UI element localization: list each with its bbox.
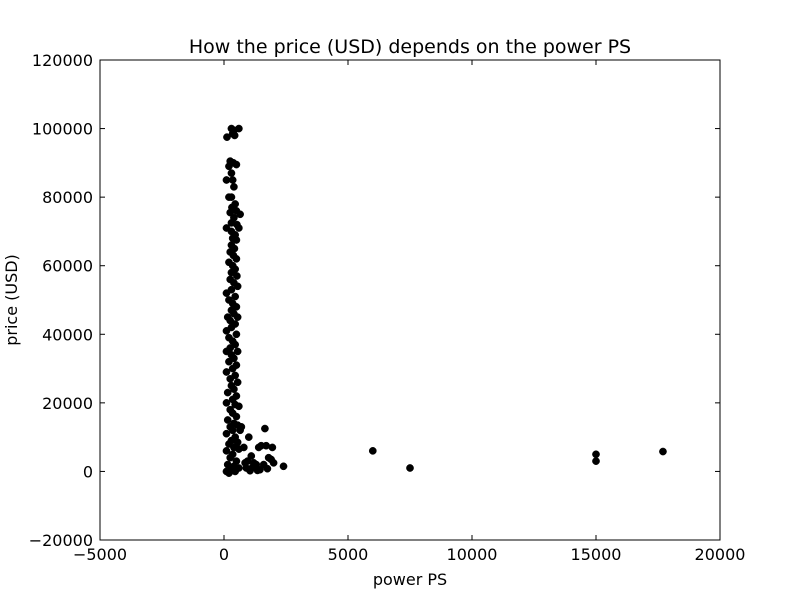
data-point bbox=[368, 447, 377, 455]
y-tick-label: 0 bbox=[83, 462, 93, 481]
data-point bbox=[235, 402, 243, 411]
y-tick-label: 80000 bbox=[42, 188, 93, 207]
x-tick-label: 10000 bbox=[447, 545, 498, 564]
y-tick-label: 40000 bbox=[42, 325, 93, 344]
data-point bbox=[222, 368, 231, 376]
data-point bbox=[406, 464, 414, 472]
data-point bbox=[592, 457, 600, 465]
data-point bbox=[237, 423, 246, 431]
y-tick-label: 100000 bbox=[32, 120, 93, 139]
x-tick-label: 0 bbox=[219, 545, 229, 564]
data-point bbox=[233, 272, 241, 280]
data-point bbox=[239, 443, 248, 452]
data-point bbox=[241, 459, 249, 467]
data-point bbox=[227, 169, 236, 177]
data-point bbox=[228, 176, 237, 184]
data-point bbox=[225, 162, 233, 171]
data-point bbox=[232, 236, 241, 244]
data-point bbox=[268, 443, 277, 452]
data-point bbox=[244, 433, 253, 441]
data-point bbox=[222, 399, 231, 407]
data-point bbox=[225, 193, 233, 201]
data-point bbox=[231, 292, 240, 301]
data-point bbox=[222, 289, 231, 297]
data-point bbox=[230, 131, 239, 140]
data-point bbox=[235, 124, 243, 133]
data-point bbox=[235, 224, 243, 232]
data-point bbox=[228, 364, 237, 373]
data-point bbox=[226, 208, 235, 217]
y-axis-label: price (USD) bbox=[2, 254, 21, 346]
data-point bbox=[230, 183, 238, 191]
data-point bbox=[659, 447, 667, 456]
x-axis-label: power PS bbox=[373, 570, 447, 589]
data-point bbox=[233, 347, 242, 356]
data-point bbox=[261, 424, 269, 433]
y-tick-label: 120000 bbox=[32, 51, 93, 70]
x-tick-label: 20000 bbox=[695, 545, 746, 564]
data-point bbox=[233, 378, 242, 387]
data-point bbox=[232, 412, 241, 421]
data-point bbox=[232, 330, 241, 339]
data-point bbox=[233, 313, 242, 321]
x-tick-label: −5000 bbox=[73, 545, 127, 564]
data-point bbox=[232, 255, 241, 263]
points-layer bbox=[222, 124, 667, 477]
data-point bbox=[279, 462, 288, 471]
data-point bbox=[269, 459, 278, 467]
data-point bbox=[232, 160, 241, 169]
data-point bbox=[247, 452, 256, 460]
data-point bbox=[223, 388, 232, 397]
data-point bbox=[226, 375, 235, 383]
data-point bbox=[592, 450, 600, 459]
data-point bbox=[263, 464, 272, 473]
y-tick-label: 60000 bbox=[42, 257, 93, 276]
data-point bbox=[223, 416, 232, 424]
data-point bbox=[253, 466, 262, 475]
data-point bbox=[235, 464, 243, 472]
x-tick-label: 15000 bbox=[571, 545, 622, 564]
x-tick-label: 5000 bbox=[328, 545, 369, 564]
data-point bbox=[226, 453, 235, 462]
data-point bbox=[223, 133, 231, 141]
data-point bbox=[225, 357, 233, 366]
data-point bbox=[222, 327, 231, 335]
chart-title: How the price (USD) depends on the power… bbox=[189, 36, 631, 58]
plot-frame bbox=[99, 59, 721, 541]
x-axis-ticks: −5000 0 5000 10000 15000 20000 bbox=[73, 60, 746, 564]
plot-area bbox=[100, 60, 720, 540]
data-point bbox=[222, 429, 231, 438]
y-axis-ticks: −20000 0 20000 40000 60000 80000 100000 120000 bbox=[29, 51, 720, 550]
data-point bbox=[222, 447, 231, 455]
y-tick-label: 20000 bbox=[42, 394, 93, 413]
data-point bbox=[236, 210, 244, 219]
data-point bbox=[230, 385, 238, 393]
y-tick-label: −20000 bbox=[29, 531, 93, 550]
data-point bbox=[233, 282, 242, 291]
